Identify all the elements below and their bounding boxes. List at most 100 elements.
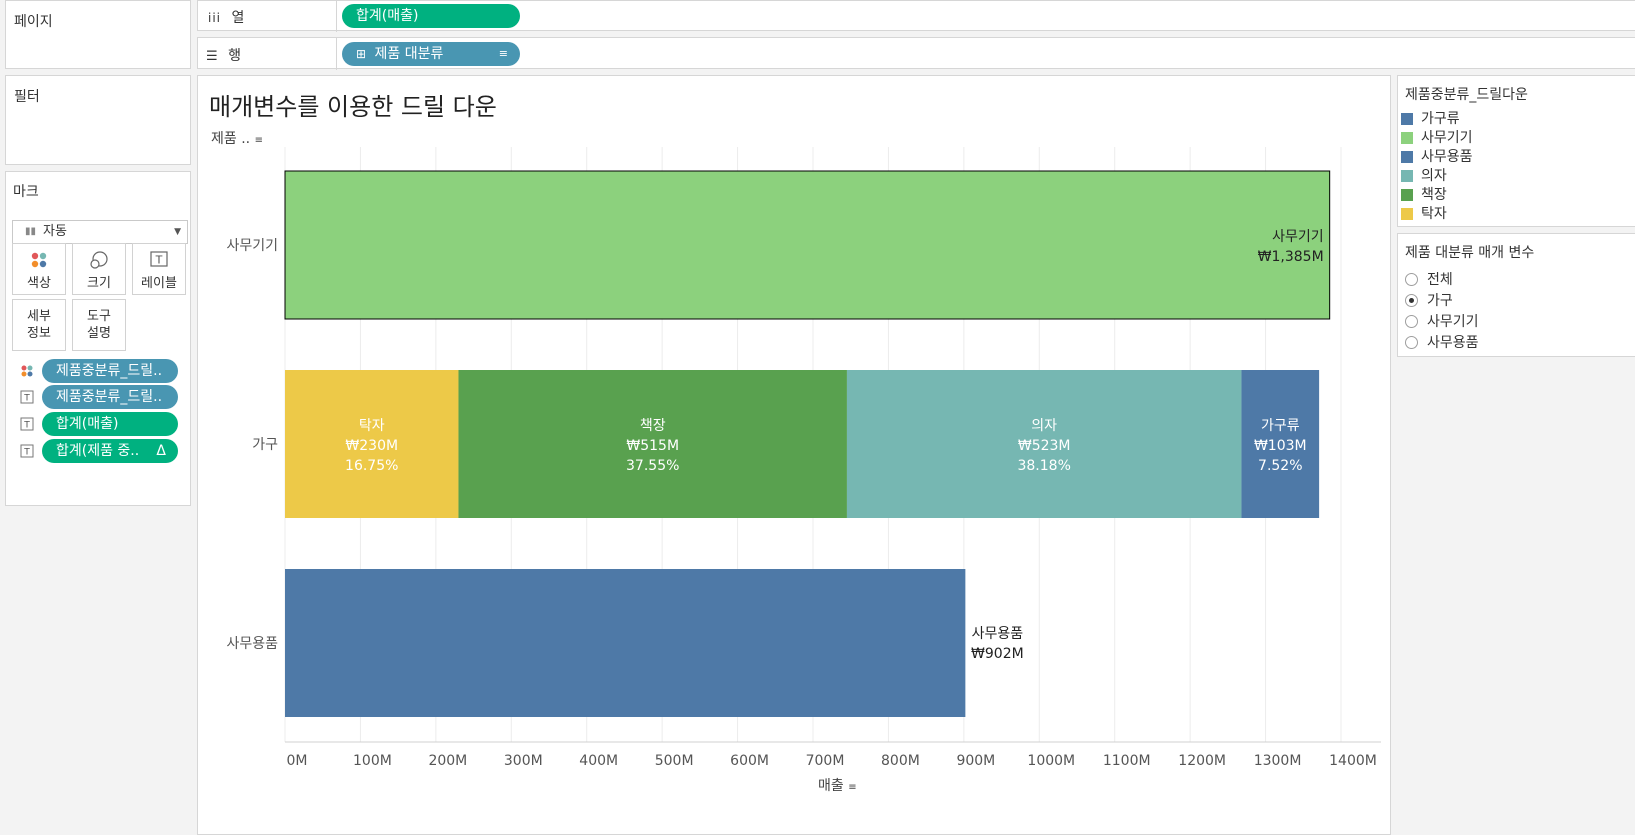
- rows-pill-text: 제품 대분류: [374, 46, 444, 62]
- parameter-title: 제품 대분류 매개 변수: [1405, 245, 1535, 261]
- columns-shelf-label: iii 열: [208, 7, 244, 27]
- sort-icon[interactable]: ≡: [498, 47, 508, 60]
- mark-pill-label-1[interactable]: T 제품중분류_드릴..: [20, 385, 180, 409]
- text-label-icon: T: [133, 250, 185, 272]
- svg-text:T: T: [155, 254, 163, 267]
- mark-pill-color[interactable]: 제품중분류_드릴..: [20, 359, 180, 383]
- color-button[interactable]: 색상: [12, 243, 66, 295]
- columns-pill-text: 합계(매출): [356, 8, 419, 24]
- legend-swatch: [1401, 113, 1413, 125]
- label-button[interactable]: T 레이블: [132, 243, 186, 295]
- tooltip-button[interactable]: 도구 설명: [72, 299, 126, 351]
- x-tick-label: 200M: [428, 753, 467, 769]
- rows-icon: ☰: [206, 49, 218, 64]
- legend-label: 사무기기: [1421, 130, 1473, 146]
- tooltip-label-1: 도구: [87, 309, 111, 324]
- size-button[interactable]: 크기: [72, 243, 126, 295]
- size-circles-icon: [73, 250, 125, 272]
- bar-segment: [285, 370, 459, 518]
- rows-pill-product-category[interactable]: ⊞ 제품 대분류 ≡: [342, 42, 520, 66]
- delta-icon: Δ: [156, 443, 166, 459]
- data-label: ₩523M: [1018, 438, 1071, 454]
- parameter-option-label: 전체: [1427, 272, 1453, 288]
- color-dots-icon: [20, 364, 34, 378]
- radio-button[interactable]: [1405, 273, 1418, 286]
- pill-label-field[interactable]: 제품중분류_드릴..: [42, 385, 178, 409]
- pill-sum-product[interactable]: 합계(제품 중.. Δ: [42, 439, 178, 463]
- svg-text:T: T: [23, 394, 30, 404]
- legend-label: 탁자: [1421, 206, 1447, 222]
- columns-label-text: 열: [231, 10, 245, 26]
- data-label: 의자: [1031, 418, 1057, 434]
- x-tick-label: 400M: [579, 753, 618, 769]
- parameter-option-label: 사무기기: [1427, 314, 1479, 330]
- expand-plus-icon[interactable]: ⊞: [356, 47, 367, 61]
- data-label: ₩515M: [626, 438, 679, 454]
- x-tick-label: 900M: [956, 753, 995, 769]
- sort-icon[interactable]: ≡: [254, 135, 263, 146]
- data-label: 16.75%: [345, 458, 398, 474]
- parameter-option-label: 가구: [1427, 293, 1453, 309]
- text-label-icon: T: [20, 417, 34, 431]
- size-button-label: 크기: [87, 276, 111, 291]
- pill-sum-product-text: 합계(제품 중..: [56, 443, 140, 459]
- tooltip-label-2: 설명: [87, 326, 111, 341]
- columns-shelf[interactable]: iii 열 합계(매출): [197, 0, 1635, 32]
- mark-pill-label-3[interactable]: T 합계(제품 중.. Δ: [20, 439, 180, 463]
- category-label: 사무기기: [226, 238, 278, 254]
- chevron-down-icon[interactable]: ▼: [174, 227, 181, 237]
- legend-label: 가구류: [1421, 111, 1460, 127]
- data-label: 책장: [640, 418, 666, 434]
- legend-swatch: [1401, 170, 1413, 182]
- rows-shelf[interactable]: ☰ 행 ⊞ 제품 대분류 ≡: [197, 37, 1635, 70]
- bar-segment: [285, 569, 966, 717]
- columns-pill-sum-sales[interactable]: 합계(매출): [342, 4, 520, 28]
- data-label: ₩902M: [971, 646, 1024, 662]
- data-label: ₩1,385M: [1258, 249, 1324, 265]
- x-tick-label: 1400M: [1329, 753, 1377, 769]
- x-axis-title[interactable]: 매출 ≡: [818, 775, 857, 795]
- filters-title: 필터: [14, 89, 40, 105]
- legend-swatch: [1401, 208, 1413, 220]
- x-tick-label: 100M: [353, 753, 392, 769]
- pill-color-field[interactable]: 제품중분류_드릴..: [42, 359, 178, 383]
- pages-panel[interactable]: 페이지: [5, 0, 191, 69]
- row-header[interactable]: 제품 .. ≡: [211, 128, 263, 148]
- bar-chart-icon: ▮▮: [25, 226, 37, 237]
- radio-button[interactable]: [1405, 336, 1418, 349]
- bar-segment: [846, 370, 1242, 518]
- mark-type-value: 자동: [43, 224, 67, 239]
- pill-color-text: 제품중분류_드릴..: [56, 363, 163, 379]
- parameter-option-label: 사무용품: [1427, 335, 1479, 351]
- detail-button[interactable]: 세부 정보: [12, 299, 66, 351]
- x-tick-label: 0M: [287, 753, 308, 769]
- color-button-label: 색상: [27, 276, 51, 291]
- pill-sum-sales[interactable]: 합계(매출): [42, 412, 178, 436]
- chart-title: 매개변수를 이용한 드릴 다운: [209, 93, 497, 121]
- pill-sum-sales-text: 합계(매출): [56, 416, 119, 432]
- data-label: 38.18%: [1017, 458, 1070, 474]
- mark-pill-label-2[interactable]: T 합계(매출): [20, 412, 180, 436]
- color-dots-icon: [13, 250, 65, 272]
- data-label: 가구류: [1261, 418, 1300, 434]
- legend-panel[interactable]: [1397, 75, 1635, 227]
- bar-segment: [284, 170, 1331, 320]
- columns-icon: iii: [208, 11, 222, 25]
- mark-type-dropdown[interactable]: ▮▮ 자동 ▼: [12, 220, 188, 244]
- parameter-panel[interactable]: [1397, 233, 1635, 357]
- data-label: 탁자: [359, 418, 385, 434]
- sort-icon[interactable]: ≡: [848, 782, 857, 793]
- legend-title: 제품중분류_드릴다운: [1405, 87, 1528, 103]
- x-tick-label: 1200M: [1178, 753, 1226, 769]
- detail-label-1: 세부: [27, 309, 51, 324]
- text-label-icon: T: [20, 390, 34, 404]
- data-label: 사무기기: [1272, 229, 1324, 245]
- filters-panel[interactable]: 필터: [5, 75, 191, 165]
- x-axis-title-text: 매출: [818, 778, 844, 794]
- pages-title: 페이지: [14, 14, 53, 30]
- marks-title: 마크: [13, 184, 39, 200]
- data-label: 사무용품: [972, 626, 1024, 642]
- radio-button[interactable]: [1405, 294, 1418, 307]
- radio-button[interactable]: [1405, 315, 1418, 328]
